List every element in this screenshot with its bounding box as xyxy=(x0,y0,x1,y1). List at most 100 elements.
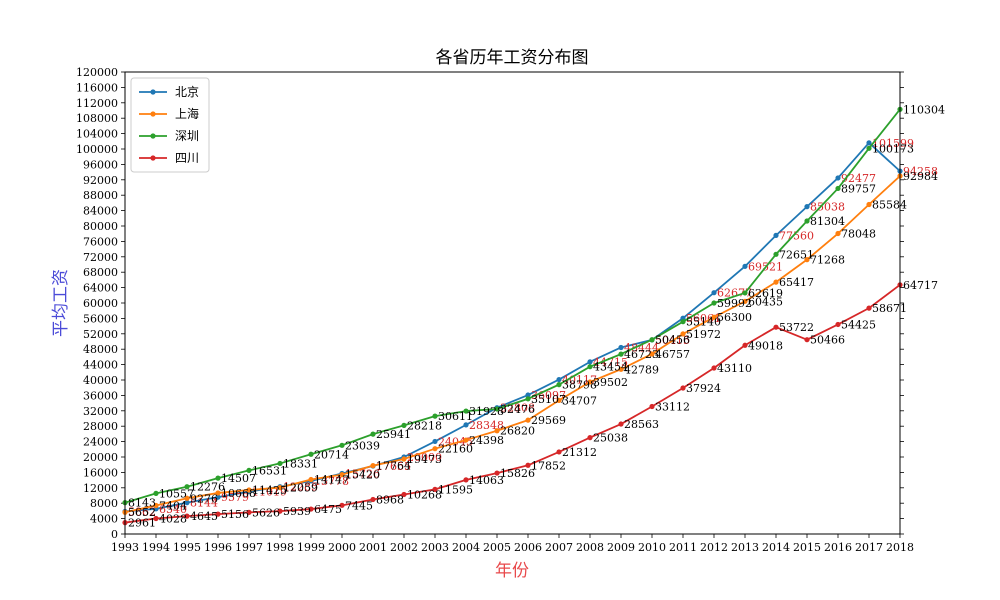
data-point xyxy=(742,263,748,269)
y-tick-label: 72000 xyxy=(83,251,118,264)
data-point xyxy=(866,305,872,311)
data-point xyxy=(587,359,593,365)
data-label: 2961 xyxy=(128,517,156,530)
y-tick-label: 120000 xyxy=(76,66,118,79)
data-label: 78048 xyxy=(841,228,876,241)
data-point xyxy=(773,324,779,330)
data-point xyxy=(184,495,190,501)
data-label: 28563 xyxy=(624,418,659,431)
data-label: 4028 xyxy=(159,512,187,525)
data-label: 43454 xyxy=(593,361,628,374)
data-point xyxy=(804,257,810,263)
data-label: 100173 xyxy=(872,142,914,155)
data-point xyxy=(277,460,283,467)
data-point xyxy=(432,486,438,492)
data-point xyxy=(587,435,593,441)
data-label: 15420 xyxy=(345,469,380,482)
y-tick-label: 28000 xyxy=(83,420,118,433)
x-tick-label: 2016 xyxy=(824,541,852,554)
data-label: 14063 xyxy=(469,474,504,487)
data-label: 59992 xyxy=(717,297,752,310)
x-tick-label: 1996 xyxy=(204,541,232,554)
data-label: 17852 xyxy=(531,459,566,472)
y-tick-label: 12000 xyxy=(83,482,118,495)
data-label: 6540 xyxy=(159,503,187,516)
data-label: 54425 xyxy=(841,318,876,331)
x-tick-label: 2015 xyxy=(793,541,821,554)
data-point xyxy=(215,475,221,481)
data-point xyxy=(494,406,500,412)
series-line xyxy=(124,175,901,514)
data-point xyxy=(773,232,779,238)
data-point xyxy=(618,421,624,427)
y-tick-label: 112000 xyxy=(76,97,118,110)
legend-marker xyxy=(150,111,156,117)
data-label: 5652 xyxy=(128,506,156,519)
x-tick-label: 2002 xyxy=(390,541,418,554)
data-label: 15826 xyxy=(500,467,535,480)
x-tick-label: 1994 xyxy=(142,541,170,554)
data-label: 89757 xyxy=(841,182,876,195)
data-label: 32476 xyxy=(500,403,535,416)
data-point xyxy=(184,513,190,519)
data-label: 6475 xyxy=(314,503,342,516)
data-label: 34707 xyxy=(562,394,597,407)
series-line xyxy=(124,141,901,513)
data-point xyxy=(525,396,531,402)
data-label: 92984 xyxy=(903,170,938,183)
data-label: 60435 xyxy=(748,295,783,308)
data-point xyxy=(432,413,438,419)
data-label: 28218 xyxy=(407,419,442,432)
data-point xyxy=(215,490,221,496)
data-label: 5939 xyxy=(283,505,311,518)
data-label: 8143 xyxy=(128,497,156,510)
series-line xyxy=(124,108,901,504)
series-4: 2961 4028 4645 5156 5626 5939 6475 7445 8968 1026… xyxy=(122,279,938,530)
x-tick-label: 2009 xyxy=(607,541,635,554)
y-tick-label: 32000 xyxy=(83,405,118,418)
data-label: 43110 xyxy=(717,362,752,375)
x-tick-label: 2017 xyxy=(855,541,883,554)
y-tick-label: 0 xyxy=(111,528,118,541)
data-point xyxy=(339,502,345,508)
legend-marker xyxy=(150,133,156,139)
y-tick-label: 20000 xyxy=(83,451,118,464)
y-tick-label: 24000 xyxy=(83,436,118,449)
data-label: 53722 xyxy=(779,321,814,334)
data-point xyxy=(153,502,159,509)
data-point xyxy=(184,484,190,490)
x-tick-label: 2004 xyxy=(452,541,480,554)
data-label: 24398 xyxy=(469,434,504,447)
data-point xyxy=(184,500,190,506)
data-point xyxy=(339,442,345,448)
data-label: 10268 xyxy=(407,488,442,501)
data-point xyxy=(556,397,562,403)
data-label: 18331 xyxy=(283,457,318,470)
x-tick-label: 2014 xyxy=(762,541,790,554)
data-point xyxy=(587,364,593,370)
data-label: 51972 xyxy=(686,328,721,341)
data-point xyxy=(742,290,748,296)
plot-frame xyxy=(124,71,901,535)
data-point xyxy=(742,298,748,304)
data-point xyxy=(804,204,810,210)
data-point xyxy=(649,337,655,343)
x-tick-label: 1999 xyxy=(297,541,325,554)
data-point xyxy=(463,408,469,414)
data-point xyxy=(680,319,686,325)
data-point xyxy=(153,515,159,522)
y-tick-label: 64000 xyxy=(83,282,118,295)
data-label: 21312 xyxy=(562,446,597,459)
data-label: 16531 xyxy=(252,464,287,477)
data-label: 71268 xyxy=(810,254,845,267)
y-tick-label: 48000 xyxy=(83,343,118,356)
data-point xyxy=(711,365,717,371)
data-label: 30611 xyxy=(438,410,473,423)
data-label: 8144 xyxy=(190,497,218,510)
data-label: 72651 xyxy=(779,248,814,261)
data-point xyxy=(618,366,624,372)
data-label: 4645 xyxy=(190,510,218,523)
data-label: 11595 xyxy=(438,483,473,496)
chart-title: 各省历年工资分布图 xyxy=(436,48,589,68)
data-point xyxy=(742,342,748,348)
